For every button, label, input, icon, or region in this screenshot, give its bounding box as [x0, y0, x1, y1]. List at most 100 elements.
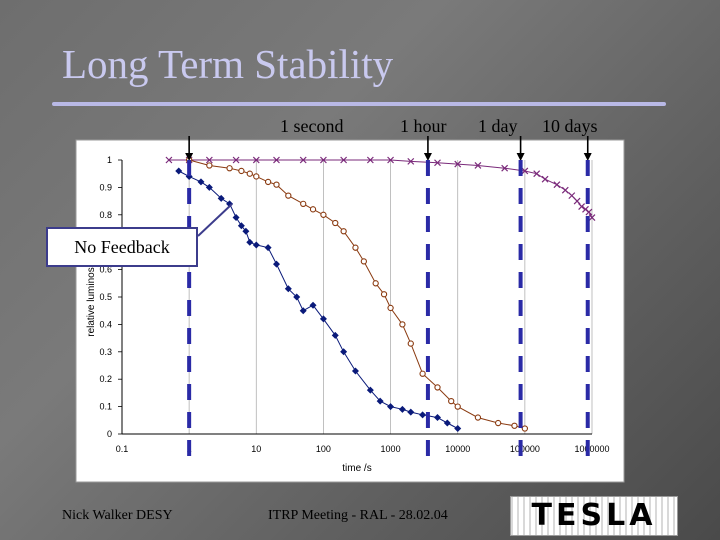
cross-stroke [474, 162, 482, 169]
data-point [285, 192, 292, 199]
data-point [511, 422, 518, 429]
cross-stroke [588, 214, 596, 221]
data-point [242, 227, 250, 235]
data-point [284, 285, 292, 293]
data-point [165, 156, 173, 164]
y-tick-label: 0.5 [99, 292, 112, 302]
cross-stroke [232, 156, 240, 164]
y-axis-label: relative luminosity [86, 257, 97, 336]
cross-stroke [561, 186, 569, 194]
data-point [454, 160, 462, 168]
data-point [352, 244, 359, 251]
y-tick-label: 0.4 [99, 319, 112, 329]
tesla-logo: TESLA [510, 496, 678, 536]
cross-stroke [299, 156, 307, 164]
data-point [299, 156, 307, 164]
data-point [246, 238, 254, 246]
x-tick-label: 1000000 [574, 444, 609, 454]
data-point [541, 175, 549, 183]
data-point [434, 414, 442, 422]
data-point [232, 214, 240, 222]
x-tick-label: 1000 [381, 444, 401, 454]
y-tick-label: 0.9 [99, 182, 112, 192]
x-tick-label: 100 [316, 444, 331, 454]
data-point [332, 219, 339, 227]
footer-author: Nick Walker DESY [62, 508, 173, 523]
data-point [533, 170, 541, 178]
data-point [340, 348, 348, 356]
logo-wave-pattern [511, 497, 677, 535]
data-point [407, 408, 415, 416]
data-point [309, 206, 317, 213]
data-point [419, 370, 426, 377]
data-point [419, 411, 427, 419]
y-tick-label: 0.8 [99, 210, 112, 220]
data-point [320, 211, 327, 218]
data-point [351, 367, 359, 375]
data-point [443, 419, 451, 427]
data-point [501, 164, 509, 172]
data-point [474, 414, 482, 421]
data-point [573, 197, 581, 205]
cross-stroke [541, 175, 549, 183]
data-point [380, 291, 388, 298]
data-point [387, 156, 394, 164]
data-point [205, 156, 213, 164]
slide-title: Long Term Stability [62, 41, 394, 87]
cross-stroke [252, 156, 260, 164]
cross-stroke [585, 208, 593, 216]
cross-stroke [387, 156, 394, 164]
data-point [454, 425, 462, 433]
data-point [253, 173, 260, 180]
cross-stroke [582, 205, 589, 213]
data-point [521, 425, 529, 432]
data-point [588, 214, 596, 221]
data-point [474, 162, 482, 169]
data-point [264, 244, 272, 252]
data-point [399, 321, 406, 328]
data-point [578, 203, 586, 211]
cross-stroke [521, 167, 529, 175]
data-point [331, 331, 339, 339]
data-point [206, 162, 213, 169]
data-point [387, 403, 395, 411]
data-point [360, 258, 368, 265]
cross-stroke [366, 156, 374, 164]
data-point [252, 241, 260, 249]
data-point [407, 340, 414, 347]
cross-stroke [578, 203, 586, 211]
cross-stroke [273, 156, 280, 164]
title-underline [52, 102, 666, 106]
x-axis-label: time /s [342, 463, 371, 474]
x-tick-label: 10 [251, 444, 261, 454]
x-tick-label: 0.1 [116, 444, 129, 454]
timescale-label-1-hour: 1 hour [400, 116, 447, 136]
data-point [454, 403, 461, 410]
callout-pointer [197, 203, 233, 237]
data-point [398, 405, 406, 413]
data-point [309, 301, 317, 309]
data-point [434, 159, 441, 167]
data-point [561, 186, 569, 194]
data-point [340, 228, 347, 235]
cross-stroke [568, 192, 576, 200]
plot-area [75, 139, 625, 483]
data-point [585, 208, 593, 216]
data-point [366, 156, 374, 164]
data-point [372, 280, 379, 287]
data-point [320, 156, 327, 164]
data-point [387, 304, 394, 312]
timescale-label-1-second: 1 second [280, 116, 344, 136]
cross-stroke [573, 197, 581, 205]
data-point [300, 200, 307, 207]
cross-stroke [501, 164, 509, 172]
timescale-label-1-day: 1 day [478, 116, 518, 136]
data-point [273, 181, 280, 188]
data-point [521, 167, 529, 175]
data-point [205, 183, 213, 191]
cross-stroke [454, 160, 462, 168]
data-point [232, 156, 240, 164]
data-point [238, 167, 245, 175]
data-point [434, 384, 441, 391]
data-point [340, 156, 348, 164]
